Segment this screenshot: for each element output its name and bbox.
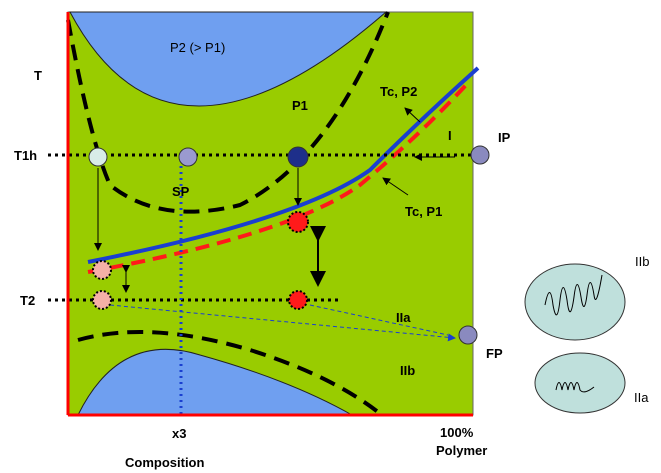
label: IIb [635,254,649,269]
point [93,291,111,309]
label: T2 [20,293,35,308]
label: IIa [634,390,649,405]
label: Tc, P2 [380,84,417,99]
label: IIb [400,363,415,378]
fp-point [459,326,477,344]
point [89,148,107,166]
label: P1 [292,98,308,113]
label: x3 [172,426,186,441]
point [93,261,111,279]
point [288,147,308,167]
label: T1h [14,148,37,163]
point [289,291,307,309]
point [179,148,197,166]
label: FP [486,346,503,361]
label: P2 (> P1) [170,40,225,55]
label: SP [172,184,190,199]
point [288,212,308,232]
ip-point [471,146,489,164]
label: IIa [396,310,411,325]
label: Polymer [436,443,487,458]
label: 100% [440,425,474,440]
label: Tc, P1 [405,204,442,219]
inset-iib [525,264,625,340]
label: T [34,68,42,83]
phase-diagram: P2 (> P1) T P1 Tc, P2 I IP T1h SP Tc, P1… [0,0,661,473]
label: IP [498,130,511,145]
label: Composition [125,455,204,470]
label: I [448,128,452,143]
inset-iia [535,353,625,413]
